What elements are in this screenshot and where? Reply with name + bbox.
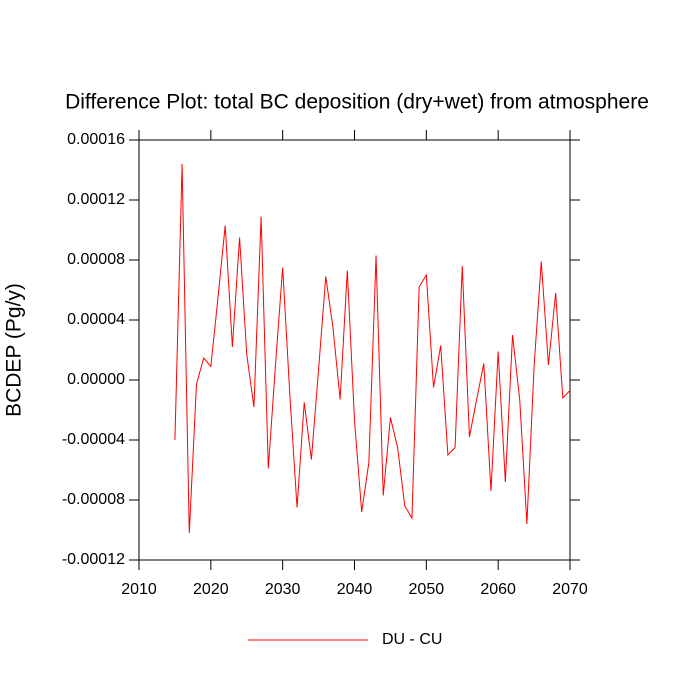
x-tick-label: 2040 <box>337 581 373 598</box>
y-tick-label: -0.00012 <box>62 551 125 568</box>
y-tick-label: -0.00004 <box>62 431 125 448</box>
x-tick-label: 2030 <box>265 581 301 598</box>
x-tick-label: 2060 <box>480 581 516 598</box>
x-tick-label: 2020 <box>193 581 229 598</box>
y-tick-label: 0.00004 <box>67 311 125 328</box>
y-tick-label: 0.00008 <box>67 251 125 268</box>
legend-label: DU - CU <box>382 631 442 648</box>
data-line <box>174 163 571 534</box>
y-tick-label: 0.00016 <box>67 131 125 148</box>
x-tick-label: 2010 <box>121 581 157 598</box>
chart-title: Difference Plot: total BC deposition (dr… <box>65 91 649 114</box>
y-axis-label: BCDEP (Pg/y) <box>3 283 26 417</box>
y-tick-label: 0.00012 <box>67 191 125 208</box>
y-tick-label: 0.00000 <box>67 371 125 388</box>
plot-frame <box>138 139 571 561</box>
x-tick-label: 2070 <box>552 581 588 598</box>
x-tick-label: 2050 <box>409 581 445 598</box>
y-tick-label: -0.00008 <box>62 491 125 508</box>
